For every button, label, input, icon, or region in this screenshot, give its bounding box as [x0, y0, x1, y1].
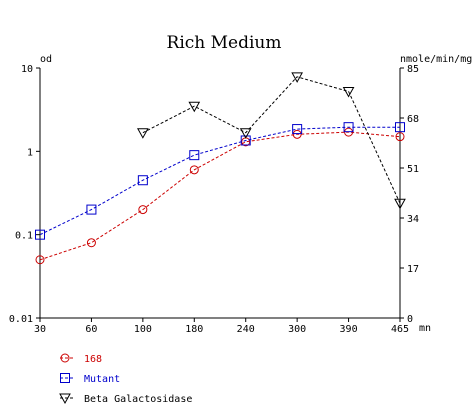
y-right-tick-label: 51: [407, 164, 419, 175]
y-right-axis-label: nmole/min/mg: [400, 54, 472, 65]
y-left-tick-label: 0.01: [9, 314, 33, 325]
y-right-tick-label: 34: [407, 214, 419, 225]
series-2-point: [137, 175, 148, 186]
series-1-point: [35, 255, 45, 265]
y-left-axis-label: od: [40, 54, 52, 65]
series-1-point: [189, 165, 199, 175]
x-tick-label: 390: [340, 324, 358, 335]
x-axis-unit: mn: [419, 323, 431, 334]
y-left-tick-label: 1: [27, 147, 33, 158]
legend-label: Beta Galactosidase: [84, 394, 192, 405]
series-3-point: [239, 128, 252, 139]
series-1-point: [292, 129, 302, 139]
series-2-point: [86, 204, 97, 215]
series-line-2: [39, 126, 400, 236]
series-1-point: [395, 132, 405, 142]
series-2-point: [240, 135, 251, 146]
x-tick-label: 465: [391, 324, 409, 335]
y-right-tick-label: 0: [407, 314, 413, 325]
y-left-tick-label: 10: [21, 64, 33, 75]
series-3-point: [291, 72, 303, 83]
series-1-point: [86, 238, 96, 248]
x-tick-label: 60: [85, 324, 97, 335]
series-line-3: [142, 76, 401, 204]
series-2-point: [189, 150, 200, 161]
series-3-point: [342, 87, 355, 98]
series-2-point: [343, 122, 354, 133]
legend-marker: [59, 393, 71, 405]
chart-title: Rich Medium: [167, 33, 282, 53]
legend-label: 168: [84, 354, 102, 365]
x-tick-label: 240: [237, 324, 255, 335]
x-tick-label: 300: [288, 324, 306, 335]
x-tick-label: 100: [134, 324, 152, 335]
axis-ticks: 30 60 100 180 240 300 390 4650.010.111001734516…: [9, 64, 419, 335]
y-right-tick-label: 85: [407, 64, 419, 75]
legend-label: Mutant: [84, 374, 120, 385]
y-right-tick-label: 17: [407, 264, 419, 275]
series-2-point: [35, 229, 45, 240]
legend: 168 Mutant Beta Galactosidase: [59, 353, 192, 405]
x-tick-label: 30: [34, 324, 46, 335]
y-left-tick-label: 0.1: [15, 231, 33, 242]
series-3-point: [137, 128, 149, 139]
series-2-point: [395, 122, 405, 133]
y-right-tick-label: 68: [407, 114, 419, 125]
series-1-point: [138, 205, 148, 215]
series-3-point: [394, 198, 406, 210]
legend-marker: [60, 353, 70, 363]
legend-marker: [60, 373, 70, 383]
series-layer: [35, 72, 406, 265]
series-line-1: [39, 131, 401, 261]
series-2-point: [292, 124, 303, 135]
x-tick-label: 180: [185, 324, 203, 335]
series-3-point: [188, 101, 201, 113]
